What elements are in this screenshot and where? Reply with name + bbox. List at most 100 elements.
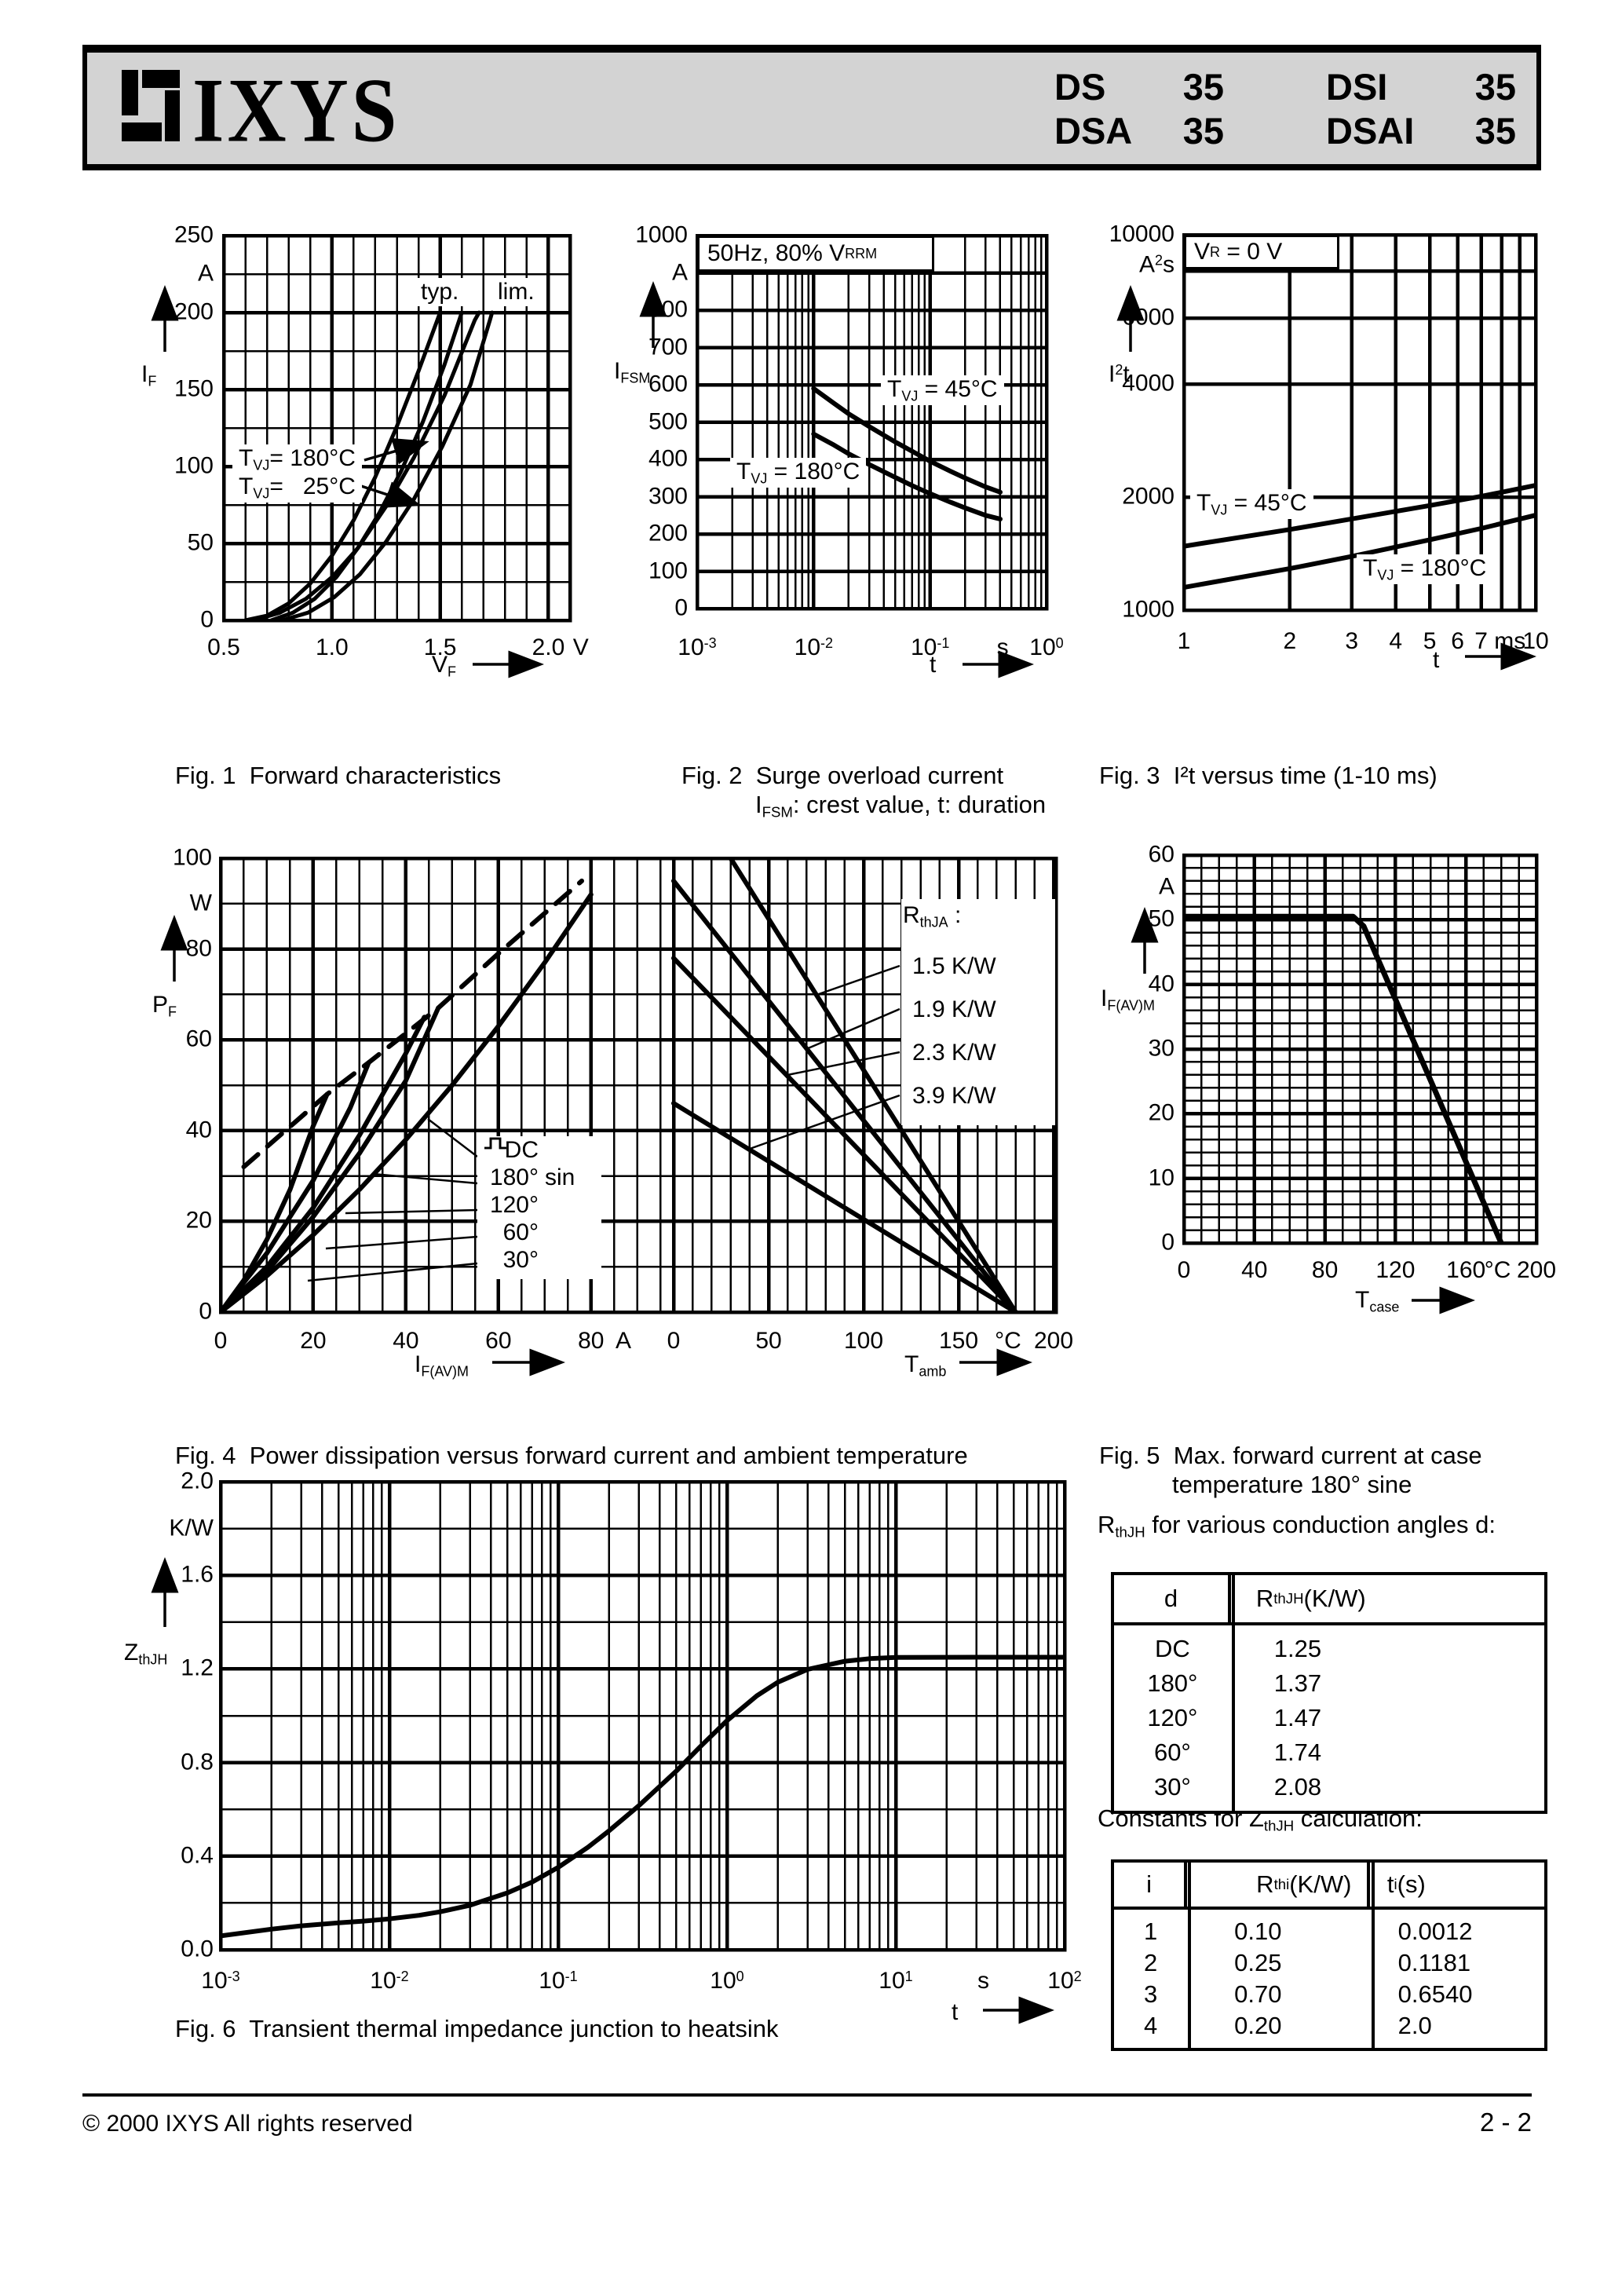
fig4-legend-row: 60°: [477, 1137, 601, 1246]
fig2-ytick: 600: [648, 371, 688, 397]
fig2-curve-Tvj-45C: [811, 386, 1003, 495]
fig1-ytick: 250: [174, 221, 214, 248]
fig1-ytick: 200: [174, 298, 214, 325]
fig3-caption: Fig. 3 I²t versus time (1-10 ms): [1099, 762, 1438, 789]
zthjh-constants-table-cell: 0.20: [1234, 2012, 1282, 2039]
zthjh-constants-table-cell: 4: [1143, 2012, 1158, 2039]
rthjh-table-cell: 1.37: [1273, 1669, 1322, 1697]
table-row: 30° 2.08: [1114, 1770, 1544, 1804]
rthjh-table-cell: DC: [1155, 1635, 1190, 1662]
fig3-xtick: 3: [1345, 628, 1359, 654]
rthjh-table-cell: 120°: [1147, 1704, 1198, 1731]
fig3-curve-Tvj-45C: [1184, 483, 1536, 549]
fig4-legend-suffix: sin: [545, 1164, 575, 1190]
fig4-legend-angle: 180°: [489, 1164, 539, 1190]
fig4-ytick: 40: [185, 1117, 212, 1143]
fig3-label: t: [1433, 647, 1440, 673]
fig6-caption: Fig. 6 Transient thermal impedance junct…: [175, 2015, 779, 2042]
fig5-ytick: 50: [1148, 905, 1174, 932]
fig2: 10-3 10-2 10-1 s 100 1000 A 800 700 600 500 400 300 2…: [612, 218, 1131, 705]
fig6-xtick: s: [977, 1968, 989, 1994]
fig3: 1 2 3 4 5 6 7 ms 10 10000 A2s 6000 4000 2000 1000 V R = …: [1099, 218, 1622, 705]
fig3-ytick: 1000: [1122, 596, 1174, 623]
fig2-ytick: 700: [648, 333, 688, 360]
fig6-label: t: [952, 1999, 959, 2025]
fig5-xtick: 200: [1516, 1257, 1557, 1283]
fig6-ytick: K/W: [169, 1514, 214, 1541]
ixys-logo-icon: [120, 65, 188, 147]
zthjh-constants-table-cell: 1: [1143, 1918, 1158, 1945]
fig2-xtick: 10-2: [794, 634, 834, 660]
fig4-caption: Fig. 4 Power dissipation versus forward …: [175, 1442, 968, 1469]
part-name: DSA: [1054, 110, 1133, 152]
fig2-caption: Fig. 2 Surge overload current: [681, 762, 1004, 789]
fig5-caption: Fig. 5 Max. forward current at case: [1099, 1442, 1482, 1469]
part-number: 35: [1474, 110, 1516, 152]
fig6-ytick: 0.0: [181, 1936, 214, 1962]
fig6-xtick: 102: [1047, 1968, 1082, 1994]
fig2-label: TVJ = 45°C: [881, 375, 1004, 405]
fig2-label: IFSM: [614, 358, 651, 386]
fig4-xtick: 200: [1033, 1328, 1074, 1354]
ixys-logo: IXYS: [120, 64, 400, 156]
fig1-label: VF: [432, 652, 457, 680]
fig3-ytick: 4000: [1122, 370, 1174, 397]
fig1-label: TVJ= 180°C: [232, 444, 362, 474]
part-numbers: DS 35 DSI 35 DSA 35 DSAI 35: [1054, 65, 1516, 153]
fig2-caption-2: IFSM: crest value, t: duration: [755, 791, 1047, 821]
fig6-curve-ZthJH: [221, 1654, 1065, 1939]
fig4-xtick: 40: [393, 1328, 419, 1354]
fig4-legend-item: 2.3 K/W: [912, 1040, 996, 1066]
fig6-xtick: 100: [710, 1968, 744, 1994]
fig1-label: lim.: [491, 278, 541, 306]
fig5-xtick: 80: [1311, 1257, 1339, 1283]
part-number: 35: [1182, 110, 1224, 152]
part-name: DS: [1054, 66, 1106, 108]
fig4-legend-angle: DC: [504, 1136, 539, 1163]
fig1-caption: Fig. 1 Forward characteristics: [175, 762, 502, 789]
fig4-curve-limit-locus: [241, 878, 584, 1169]
footer-divider: [82, 2093, 1532, 2097]
fig4-curve-60deg-rect: [221, 1060, 371, 1312]
fig5-ytick: A: [1158, 873, 1174, 900]
fig4-curve-RthJA-1.9: [671, 878, 1018, 1312]
fig2-label: 50Hz, 80% V RRM: [697, 236, 934, 272]
copyright-text: © 2000 IXYS All rights reserved: [82, 2111, 413, 2137]
part-number: 35: [1182, 66, 1224, 108]
fig1-xtick: 1.5: [423, 634, 457, 660]
fig4-ytick: 20: [185, 1207, 212, 1234]
zthjh-constants-table-cell: 2: [1143, 1949, 1158, 1976]
fig1-label: TVJ= 25°C: [232, 473, 362, 503]
table-row: 120° 1.47: [1114, 1701, 1544, 1735]
table-row: 2 0.25 0.1181: [1114, 1947, 1544, 1979]
fig4-legend-row: 180° sin: [477, 1164, 601, 1191]
rthjh-table-header-cell: d: [1114, 1575, 1231, 1622]
fig2-xtick: 100: [1029, 634, 1064, 660]
fig5-curve-IFAVM-vs-Tcase: [1184, 913, 1504, 1243]
fig3-xtick: 5: [1423, 628, 1437, 654]
fig5-ytick: 20: [1148, 1099, 1174, 1126]
fig4-ytick: 80: [185, 934, 212, 961]
fig2-ytick: 500: [648, 408, 688, 434]
fig3-label: TVJ = 45°C: [1190, 489, 1313, 519]
fig5-ytick: 30: [1148, 1035, 1174, 1062]
fig1-label: typ.: [415, 278, 466, 306]
fig4-xtick: 0: [667, 1328, 681, 1354]
table-row: 1 0.10 0.0012: [1114, 1916, 1544, 1947]
fig5-ytick: 40: [1148, 970, 1174, 996]
zthjh-constants-table-cell: 0.25: [1234, 1949, 1282, 1976]
zthjh-constants-table-body: 1 0.10 0.0012 2 0.25 0.1181 3 0.70 0.6540 4 0.20 2.…: [1114, 1910, 1544, 2048]
fig4-ytick: 60: [185, 1026, 212, 1052]
rthjh-table-cell: 60°: [1153, 1738, 1191, 1766]
fig4-xtick: °C: [995, 1328, 1021, 1354]
fig3-xtick: 1: [1177, 628, 1191, 654]
fig4-legend-rthja: RthJA : 1.5 K/W 1.9 K/W 2.3 K/W 3.9 K/W: [901, 899, 1055, 1125]
fig4-label: PF: [152, 992, 177, 1020]
fig5-xtick: °C: [1484, 1257, 1511, 1283]
fig3-xtick: 6: [1451, 628, 1464, 654]
fig4-ytick: 0: [199, 1298, 212, 1325]
fig5-xtick: 40: [1241, 1257, 1268, 1283]
